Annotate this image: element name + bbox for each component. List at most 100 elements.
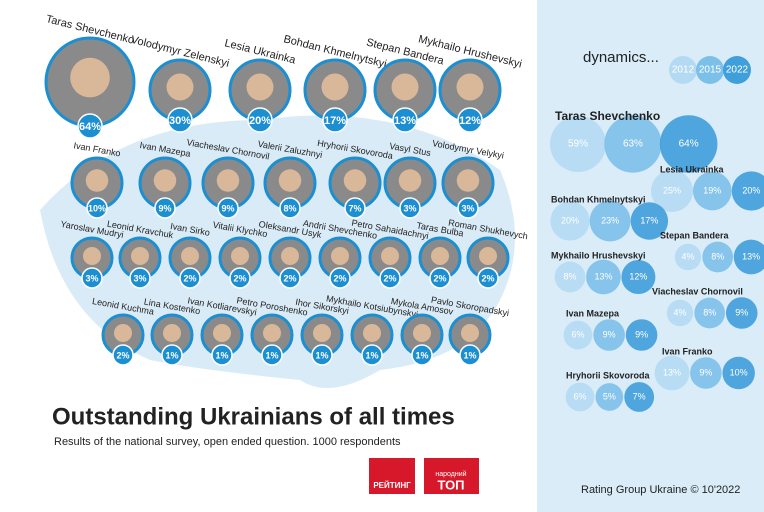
share-badge: [229, 267, 251, 289]
share-label: 20%: [249, 115, 271, 127]
dynamics-bubble: [731, 171, 764, 211]
dynamics-share: 5%: [603, 391, 616, 401]
portrait-face: [131, 247, 149, 265]
dynamics-bubble: [694, 297, 726, 329]
dynamics-name: Ivan Franko: [662, 346, 713, 356]
dynamics-share: 13%: [663, 367, 681, 377]
share-label: 64%: [79, 121, 101, 133]
dynamics-name: Bohdan Khmelnytskyi: [551, 194, 646, 204]
dynamics-share: 7%: [633, 391, 646, 401]
share-label: 2%: [183, 273, 196, 283]
share-label: 12%: [459, 115, 481, 127]
portrait-face: [281, 247, 299, 265]
dynamics-bubble: [651, 170, 693, 212]
share-label: 2%: [233, 273, 246, 283]
share-label: 2%: [383, 273, 396, 283]
dynamics-bubble: [666, 299, 694, 327]
portrait-face: [413, 324, 431, 342]
share-badge: [179, 267, 201, 289]
dynamics-name: Mykhailo Hrushevskyi: [551, 250, 646, 260]
share-badge: [411, 344, 433, 366]
dynamics-bubble: [550, 201, 590, 241]
dynamics-bubble: [586, 259, 621, 295]
share-badge: [311, 344, 333, 366]
portrait-face: [398, 169, 422, 192]
logo-top-text: ТОП: [437, 477, 464, 492]
share-badge: [81, 267, 103, 289]
portrait-face: [181, 247, 199, 265]
dynamics-bubble: [565, 382, 595, 412]
share-badge: [379, 267, 401, 289]
share-label: 17%: [324, 115, 346, 127]
share-badge: [329, 267, 351, 289]
portrait-face: [216, 169, 240, 192]
dynamics-share: 10%: [730, 367, 748, 377]
portrait-face: [331, 247, 349, 265]
share-badge: [429, 267, 451, 289]
portrait-face: [166, 73, 194, 101]
share-badge: [211, 344, 233, 366]
year-legend: [669, 56, 697, 84]
dynamics-share: 64%: [679, 139, 699, 150]
dynamics-share: 4%: [681, 251, 694, 261]
portrait-face: [246, 73, 274, 101]
share-label: 2%: [481, 273, 494, 283]
dynamics-name: Hryhorii Skovoroda: [566, 370, 651, 380]
dynamics-share: 20%: [561, 215, 579, 225]
portrait-face: [163, 324, 181, 342]
portrait-face: [479, 247, 497, 265]
portrait-face: [456, 73, 484, 101]
dynamics-bubble: [690, 357, 722, 389]
share-badge: [457, 107, 483, 133]
year-label: 2022: [726, 65, 749, 76]
dynamics-share: 17%: [640, 215, 658, 225]
dynamics-bubble: [654, 355, 690, 391]
share-badge: [154, 197, 176, 219]
share-badge: [167, 107, 193, 133]
dynamics-bubble: [563, 320, 593, 350]
dynamics-bubble: [550, 116, 606, 172]
dynamics-bubble: [659, 115, 718, 173]
dynamics-share: 8%: [703, 307, 716, 317]
share-label: 3%: [133, 273, 146, 283]
dynamics-share: 20%: [742, 185, 760, 195]
share-badge: [279, 197, 301, 219]
share-badge: [322, 107, 348, 133]
share-badge: [86, 197, 108, 219]
year-legend: [696, 56, 724, 84]
dynamics-share: 6%: [573, 391, 586, 401]
dynamics-name: Viacheslav Chornovil: [652, 286, 743, 296]
share-label: 7%: [348, 203, 361, 213]
share-label: 2%: [116, 350, 129, 360]
logo-top-small: народний: [435, 470, 466, 478]
portrait-face: [363, 324, 381, 342]
dynamics-bubble: [624, 382, 655, 412]
dynamics-bubble: [604, 115, 662, 173]
share-badge: [129, 267, 151, 289]
source: Rating Group Ukraine © 10'2022: [581, 484, 740, 496]
dynamics-share: 9%: [635, 329, 648, 339]
share-label: 9%: [158, 203, 171, 213]
share-label: 3%: [403, 203, 416, 213]
dynamics-share: 13%: [594, 271, 612, 281]
dynamics-share: 8%: [711, 251, 724, 261]
portrait-face: [213, 324, 231, 342]
year-label: 2015: [699, 65, 722, 76]
portrait-face: [153, 169, 177, 192]
dynamics-bubble: [625, 319, 658, 351]
portrait-face: [263, 324, 281, 342]
dynamics-share: 9%: [603, 329, 616, 339]
dynamics-share: 63%: [623, 139, 643, 150]
dynamics-share: 4%: [673, 307, 686, 317]
dynamics-bubble: [589, 200, 631, 242]
dynamics-share: 13%: [742, 251, 760, 261]
share-label: 30%: [169, 115, 191, 127]
dynamics-bubble: [725, 297, 758, 329]
portrait-face: [231, 247, 249, 265]
dynamics-bubble: [722, 356, 755, 390]
portrait-face: [343, 169, 367, 192]
share-label: 10%: [88, 203, 106, 213]
share-label: 1%: [315, 350, 328, 360]
subtitle: Results of the national survey, open end…: [54, 436, 401, 448]
